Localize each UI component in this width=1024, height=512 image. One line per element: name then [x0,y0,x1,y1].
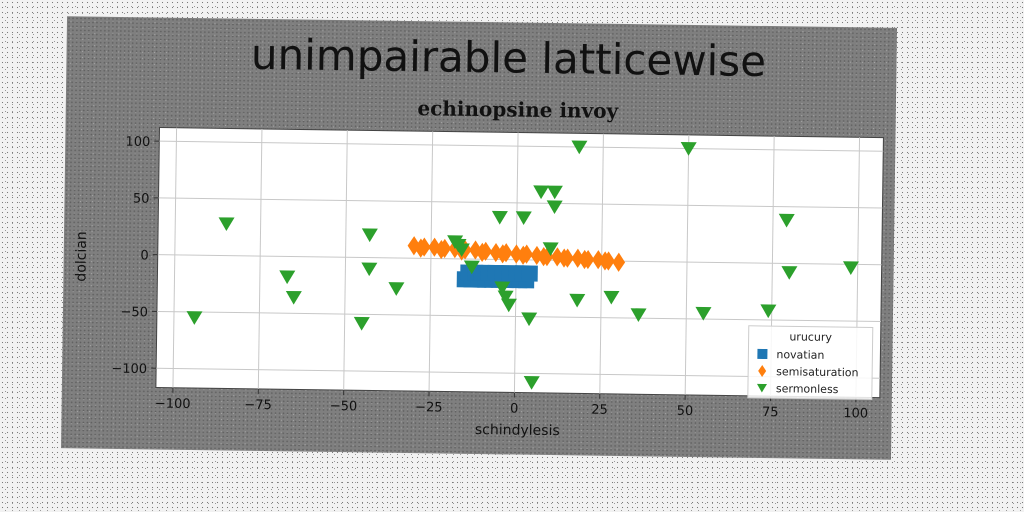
semisaturation-point [469,240,482,260]
x-tick-label: −25 [415,400,443,415]
legend: urucury novatian semisaturation sermonless [747,325,874,401]
semisaturation-point [530,245,544,266]
sermonless-point [542,242,559,257]
x-gridline [684,134,690,395]
x-tick-label: 75 [762,405,779,420]
legend-items: novatian semisaturation sermonless [756,348,859,396]
semisaturation-point [612,252,626,272]
sermonless-point [494,281,511,296]
x-gridline [428,131,434,392]
sermonless-point [186,311,203,325]
x-axis-label: schindylesis [475,422,560,439]
legend-label-semisaturation: semisaturation [776,365,859,379]
y-gridline [156,310,881,323]
y-gridline [157,254,882,266]
semisaturation-point [578,249,591,270]
sermonless-point [279,270,296,285]
sermonless-point [778,213,795,228]
semisaturation-point [434,239,448,260]
series-sermonless [186,140,859,390]
y-tick-label: 100 [125,135,150,150]
y-tick-label: 50 [133,192,150,207]
x-tick-label: −100 [155,396,191,411]
sermonless-point [353,316,370,331]
x-tick-label: 50 [677,404,694,419]
sermonless-point [523,376,540,390]
legend-box [747,325,874,401]
sermonless-point [521,312,538,327]
y-gridline [158,197,883,209]
chart-suptitle: unimpairable latticewise [251,30,767,86]
legend-title: urucury [789,330,832,344]
sermonless-point [515,211,532,225]
y-tick-label: 0 [140,248,148,263]
x-tick-label: 25 [591,403,608,418]
y-axis-label: dolcian [73,231,90,282]
legend-label-novatian: novatian [776,348,824,362]
semisaturation-point [489,242,503,263]
plot-area [155,127,884,399]
x-gridline [343,130,348,391]
x-gridline [257,128,263,389]
sermonless-point [388,282,405,296]
semisaturation-point [414,238,428,258]
sermonless-point [453,243,470,258]
sermonless-point [680,142,697,156]
sermonless-point [546,185,563,200]
semisaturation-point [557,248,571,268]
y-tick-label: −100 [111,362,147,377]
sermonless-point [491,210,508,225]
sermonless-point [218,217,235,232]
semisaturation-point [598,251,612,271]
ticks: −100 −75 −50 −25 0 25 50 75 100 −100 −50 0 50 100 [111,135,868,422]
semisaturation-point [537,247,551,267]
semisaturation-point [509,244,523,264]
sermonless-point [497,290,514,305]
chart-title: echinopsine invoy [417,96,619,123]
semisaturation-point [475,242,489,262]
legend-marker-semisaturation [758,364,767,377]
semisaturation-point [550,247,564,267]
sermonless-point [361,262,378,277]
sermonless-point [546,200,563,215]
sermonless-point [571,140,588,155]
sermonless-point [463,260,480,275]
semisaturation-point [591,250,605,270]
x-tick-label: 100 [843,406,868,421]
y-gridline [159,140,884,152]
x-tick-label: 0 [510,401,518,416]
novatian-point [521,265,538,282]
sermonless-point [781,266,798,280]
semisaturation-point [516,245,530,265]
sermonless-point [500,298,517,313]
legend-marker-sermonless [756,383,767,393]
sermonless-point [842,261,859,275]
legend-marker-novatian [757,348,768,360]
sermonless-point [361,228,378,243]
legend-label-sermonless: sermonless [776,382,839,396]
semisaturation-point [428,237,441,257]
x-tick-label: −75 [244,398,272,413]
sermonless-point [603,290,620,305]
x-tick-label: −50 [330,399,358,414]
sermonless-point [695,306,712,321]
chart-card: unimpairable latticewise echinopsine inv… [61,16,897,460]
semisaturation-point [496,244,510,264]
sermonless-point [285,290,302,305]
chart: unimpairable latticewise echinopsine inv… [73,30,884,439]
series-novatian [456,264,538,289]
y-tick-label: −50 [120,305,148,320]
semisaturation-point [407,236,421,256]
x-gridline [172,127,178,388]
series-layer [186,140,859,390]
sermonless-point [630,308,647,322]
sermonless-point [569,293,586,308]
sermonless-point [760,304,777,319]
semisaturation-point [571,248,585,268]
sermonless-point [533,185,550,200]
